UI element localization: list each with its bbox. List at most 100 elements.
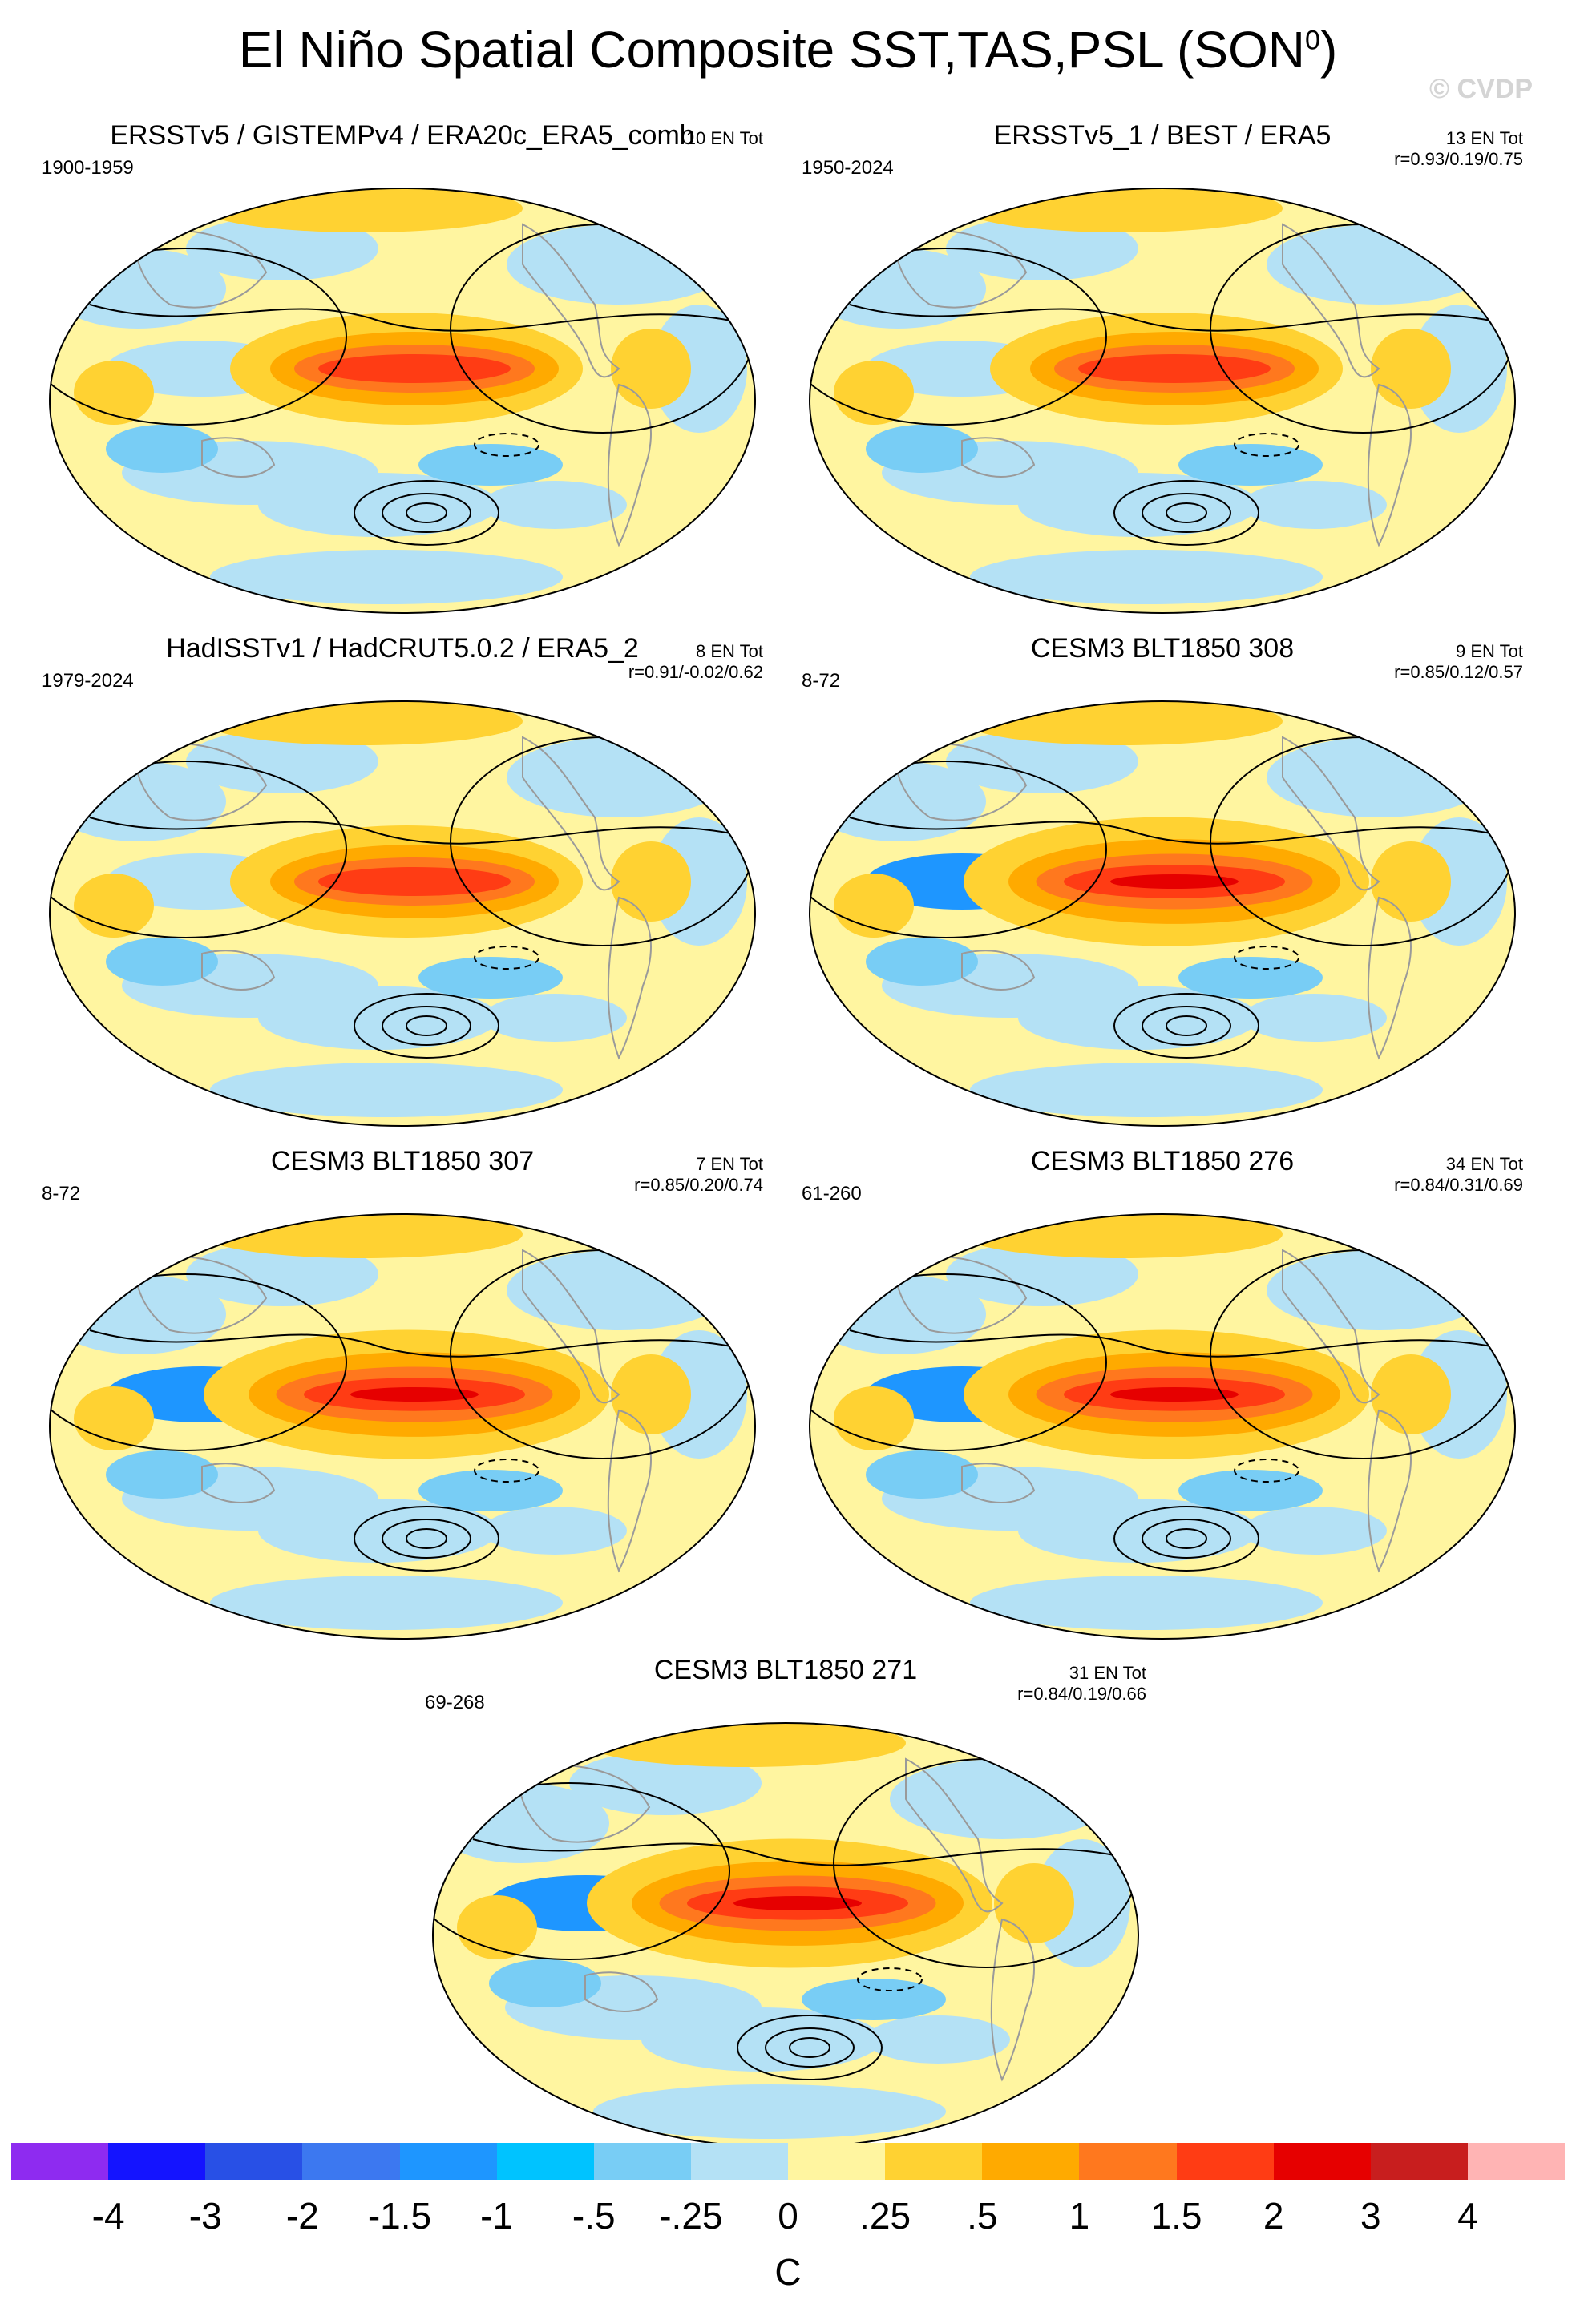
colorbar-cell: [593, 2143, 691, 2180]
cool-anomaly-region: [106, 938, 218, 986]
psl-contour: [849, 304, 1492, 332]
psl-contour: [406, 502, 447, 523]
coastline: [201, 1463, 276, 1503]
psl-contour: [1166, 502, 1207, 523]
psl-contour: [354, 480, 499, 546]
psl-contour: [765, 2027, 855, 2068]
panel-stats: 13 EN Tot r=0.93/0.19/0.75: [1394, 128, 1523, 169]
map-panel: HadISSTv1 / HadCRUT5.0.2 / ERA5_2 1979-2…: [42, 633, 763, 1138]
cool-anomaly-region: [1243, 481, 1387, 529]
psl-contour: [382, 1519, 471, 1559]
coastline: [1282, 1249, 1380, 1404]
cool-anomaly-region: [1178, 957, 1323, 999]
panel-period: 69-268: [425, 1692, 485, 1713]
colorbar-cell: [302, 2143, 400, 2180]
psl-contour: [382, 1006, 471, 1046]
psl-contour: [50, 1273, 347, 1451]
coastline: [990, 1918, 1035, 2082]
map-field: [50, 701, 755, 1126]
panel-title: CESM3 BLT1850 308: [1030, 633, 1295, 664]
cool-anomaly-region: [106, 425, 218, 473]
cvdp-watermark: © CVDP: [1429, 74, 1533, 104]
panel-stats: 7 EN Tot r=0.85/0.20/0.74: [634, 1154, 763, 1195]
panel-title: CESM3 BLT1850 276: [1030, 1146, 1295, 1176]
psl-contour: [789, 2037, 830, 2058]
map-field: [50, 1214, 755, 1639]
map-panel: CESM3 BLT1850 308 8-72 9 EN Tot r=0.85/0.…: [802, 633, 1523, 1138]
el-nino-warm-tongue: [733, 1896, 862, 1910]
colorbar-cell: [205, 2143, 303, 2180]
map-panel: CESM3 BLT1850 276 61-260 34 EN Tot r=0.84…: [802, 1146, 1523, 1651]
psl-contour-negative: [1234, 433, 1299, 457]
colorbar-tick-label: 3: [1360, 2195, 1381, 2237]
cool-anomaly-region: [946, 729, 1138, 793]
map-border: [809, 1213, 1516, 1640]
colorbar: [11, 2143, 1565, 2180]
colorbar-cell: [690, 2143, 788, 2180]
el-nino-warm-tongue: [1110, 1387, 1239, 1402]
map-border: [809, 188, 1516, 614]
coastline: [895, 1255, 1028, 1334]
psl-contour: [737, 2015, 883, 2080]
cool-anomaly-region: [946, 216, 1138, 280]
psl-contour: [1166, 1528, 1207, 1549]
colorbar-tick-label: 0: [778, 2195, 798, 2237]
psl-contour: [849, 1329, 1492, 1358]
colorbar-tick-label: -.25: [659, 2195, 723, 2237]
cool-anomaly-region: [970, 1063, 1323, 1117]
cool-anomaly-region: [970, 550, 1323, 604]
coastline: [135, 229, 268, 309]
colorbar-cell: [1370, 2143, 1468, 2180]
colorbar-ticks: -4 -3 -2 -1.5 -1 -.5 -.25 0 .25 .5 1 1.5 2 3 4: [11, 2194, 1565, 2242]
colorbar-cell: [982, 2143, 1080, 2180]
psl-contour-negative: [474, 1459, 539, 1483]
coastline: [135, 1255, 268, 1334]
cool-anomaly-region: [418, 444, 563, 486]
coastline: [522, 1249, 620, 1404]
coastline: [961, 437, 1036, 478]
warm-anomaly-region: [994, 1863, 1074, 1943]
panel-period: 1979-2024: [42, 670, 134, 692]
warm-anomaly-region: [1371, 329, 1451, 409]
colorbar-cell: [1176, 2143, 1274, 2180]
el-nino-warm-tongue: [350, 1387, 479, 1402]
panel-title: HadISSTv1 / HadCRUT5.0.2 / ERA5_2: [166, 633, 639, 664]
figure-title: El Niño Spatial Composite SST,TAS,PSL (S…: [238, 21, 1338, 79]
colorbar-unit: C: [774, 2251, 802, 2293]
cool-anomaly-region: [483, 481, 627, 529]
psl-contour: [472, 1838, 1115, 1866]
cool-anomaly-region: [569, 1751, 762, 1815]
colorbar-tick-label: 2: [1263, 2195, 1284, 2237]
colorbar-tick-label: -2: [285, 2195, 319, 2237]
panel-stats: 34 EN Tot r=0.84/0.31/0.69: [1394, 1154, 1523, 1195]
cool-anomaly-region: [946, 1242, 1138, 1306]
cool-anomaly-region: [186, 729, 378, 793]
colorbar-cell: [108, 2143, 206, 2180]
cool-anomaly-region: [483, 994, 627, 1042]
coastline: [961, 950, 1036, 991]
sst-anomaly-map: [432, 1722, 1139, 2148]
coastline: [201, 950, 276, 991]
map-field: [50, 188, 755, 613]
coastline: [522, 223, 620, 378]
map-border: [49, 188, 756, 614]
psl-contour: [1142, 1519, 1231, 1559]
coastline: [522, 736, 620, 891]
cool-anomaly-region: [866, 938, 978, 986]
map-panel: CESM3 BLT1850 271 69-268 31 EN Tot r=0.84…: [425, 1655, 1146, 2160]
cool-anomaly-region: [866, 425, 978, 473]
panel-title: ERSSTv5_1 / BEST / ERA5: [993, 120, 1332, 151]
psl-contour-negative: [474, 946, 539, 970]
coastline: [961, 1463, 1036, 1503]
map-field: [810, 701, 1515, 1126]
cool-anomaly-region: [489, 1959, 601, 2007]
panel-stats: 31 EN Tot r=0.84/0.19/0.66: [1017, 1663, 1146, 1704]
coastline: [607, 383, 652, 547]
psl-contour: [849, 817, 1492, 845]
coastline: [584, 1971, 659, 2012]
coastline: [607, 896, 652, 1060]
colorbar-cell: [399, 2143, 497, 2180]
map-panel: CESM3 BLT1850 307 8-72 7 EN Tot r=0.85/0.…: [42, 1146, 763, 1651]
cool-anomaly-region: [802, 1979, 946, 2020]
colorbar-cell: [1079, 2143, 1177, 2180]
